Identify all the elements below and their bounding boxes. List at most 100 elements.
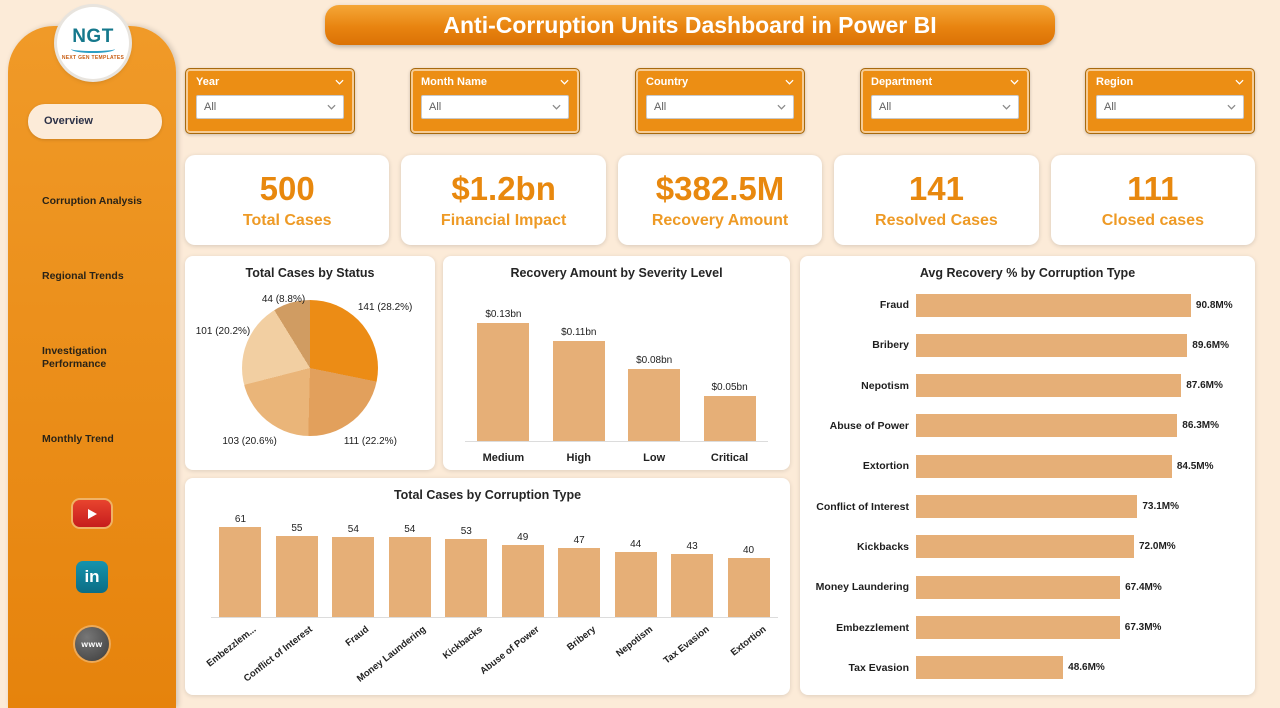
chart-recovery-by-severity: Recovery Amount by Severity Level $0.13b… [443,256,790,470]
chart-title: Total Cases by Status [245,266,375,280]
kpi-value: 111 [1127,170,1179,207]
bar-track: 73.1M% [916,495,1243,519]
sidebar-item-monthly-trend[interactable]: Monthly Trend [42,433,114,445]
category-labels: Embezzlem... Conflict of Interest Fraud Mon… [204,618,778,688]
bars: 61 55 54 54 53 49 47 44 43 40 [211,512,778,618]
filter-slicer-year: Year All [185,68,355,134]
filter-value: All [429,101,442,113]
category-label: Extortion [728,624,769,659]
bar-group-high: $0.11bn High [546,327,612,464]
bar[interactable] [916,374,1182,398]
bar[interactable] [916,575,1121,599]
social-icons: in www [8,500,176,661]
filter-dropdown[interactable]: All [871,95,1019,119]
chevron-down-icon[interactable] [1010,79,1019,85]
bar[interactable] [916,414,1178,438]
chevron-down-icon[interactable] [560,79,569,85]
chart-total-cases-by-status: Total Cases by Status 141 (28.2%) 111 (22… [185,256,435,470]
bar-group-critical: $0.05bn Critical [697,382,763,464]
bar[interactable] [477,323,530,442]
bar[interactable] [558,547,601,617]
category-label: Low [643,452,666,464]
kpi-value: $382.5M [655,170,785,207]
bar[interactable] [332,537,375,617]
bar-row-abuse-of-power: Abuse of Power 86.3M% [814,411,1243,441]
chevron-down-icon[interactable] [335,79,344,85]
filter-dropdown[interactable]: All [196,95,344,119]
bar[interactable] [614,552,657,617]
bar[interactable] [727,557,770,617]
bar-row-money-laundering: Money Laundering 67.4M% [814,572,1243,602]
bar[interactable] [916,333,1188,357]
category-label: Bribery [872,339,909,352]
bar[interactable] [916,656,1064,680]
bar[interactable] [703,396,756,442]
youtube-icon[interactable] [73,500,111,527]
bar[interactable] [916,535,1134,559]
sidebar-item-corruption-analysis[interactable]: Corruption Analysis [42,195,142,207]
filter-slicer-department: Department All [860,68,1030,134]
bar[interactable] [388,537,431,617]
chart-total-cases-by-type: Total Cases by Corruption Type 61 55 54 54 5… [185,478,790,695]
website-globe-icon[interactable]: www [75,627,109,661]
category-label: Nepotism [861,379,909,392]
bar[interactable] [552,341,605,442]
bar[interactable] [445,538,488,617]
bar[interactable] [671,553,714,617]
chevron-down-icon[interactable] [1235,79,1244,85]
sidebar-nav: Overview Corruption Analysis Regional Tren… [8,104,176,508]
filter-label: Department [871,76,933,88]
category-label: Tax Evasion [848,661,910,674]
category-label: Medium [482,452,525,464]
kpi-value: 141 [908,170,964,207]
logo-text: NGT [72,25,114,47]
bar-group-bribery: 47 [552,535,606,617]
chevron-down-icon[interactable] [785,79,794,85]
bar-row-nepotism: Nepotism 87.6M% [814,371,1243,401]
pie-data-label: 111 (22.2%) [343,436,397,448]
pie-chart[interactable] [242,300,378,436]
sidebar-item-regional-trends[interactable]: Regional Trends [42,270,124,282]
sidebar-item-investigation-performance[interactable]: Investigation Performance [42,345,107,370]
bar[interactable] [916,293,1191,317]
column-chart: 61 55 54 54 53 49 47 44 43 40 Embezzlem... Conflic… [204,512,778,691]
bar[interactable] [916,495,1138,519]
bar-value-label: 54 [404,524,416,536]
bar-value-label: 89.6M% [1192,339,1229,351]
column-chart: $0.13bn Medium $0.11bn High $0.08bn Low $0.05b… [461,292,772,464]
kpi-label: Recovery Amount [651,212,789,229]
bar-row-bribery: Bribery 89.6M% [814,330,1243,360]
bar[interactable] [219,526,262,617]
category-label: Fraud [343,624,372,649]
bar-track: 67.4M% [916,575,1243,599]
bar[interactable] [916,454,1172,478]
filter-value: All [1104,101,1117,113]
bar-group-extortion: 40 [722,545,776,617]
bar-group-embezzlem: 61 [213,514,267,617]
filter-dropdown[interactable]: All [1096,95,1244,119]
bar-group-abuse-of-power: 49 [496,532,550,617]
category-label: Abuse of Power [478,624,542,677]
kpi-card-total-cases: 500 Total Cases [185,155,390,245]
category-label: Embezzlem... [204,624,259,670]
bar-track: 72.0M% [916,535,1243,559]
bar[interactable] [275,535,318,617]
bar[interactable] [501,544,544,617]
category-label: Conflict of Interest [816,500,909,513]
linkedin-icon[interactable]: in [76,561,108,593]
sidebar-item-overview[interactable]: Overview [28,104,162,139]
filter-dropdown[interactable]: All [646,95,794,119]
category-label: Money Laundering [815,581,909,594]
filter-label: Month Name [421,76,487,88]
bar-value-label: 40 [742,544,755,556]
category-label: High [566,452,591,464]
filter-dropdown[interactable]: All [421,95,569,119]
bar-value-label: 67.4M% [1125,581,1162,593]
bar-value-label: 90.8M% [1195,299,1233,311]
bar-value-label: 73.1M% [1142,501,1180,513]
bar-value-label: $0.11bn [561,327,597,339]
category-label: Abuse of Power [829,419,909,432]
bar[interactable] [628,368,681,442]
bar[interactable] [916,616,1120,640]
